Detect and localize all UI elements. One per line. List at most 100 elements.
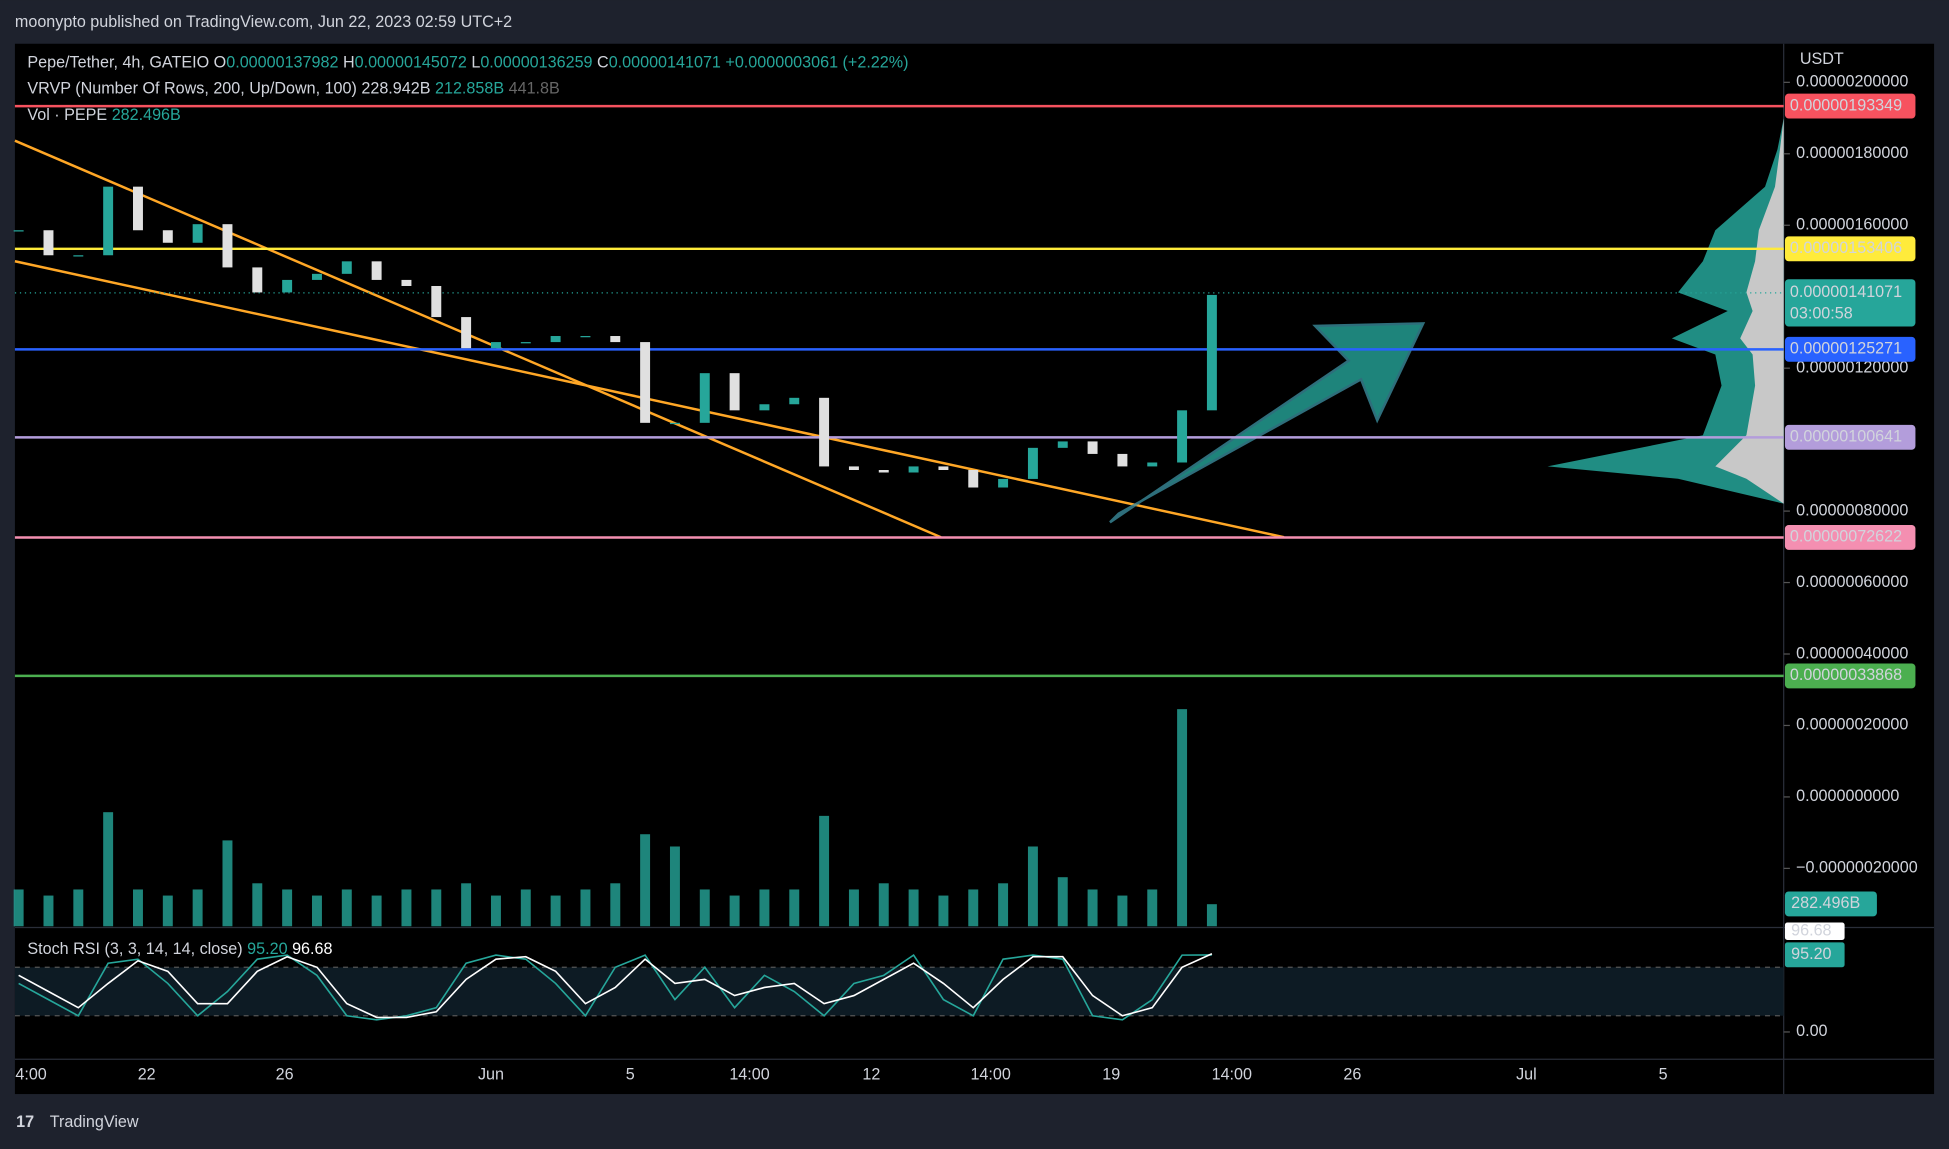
volume-bar [73,889,84,927]
stoch-legend: Stoch RSI (3, 3, 14, 14, close) 95.20 96… [27,940,332,958]
stoch-band [14,967,1784,1016]
volume-bar [1206,904,1217,927]
ohlc-value: 0.00000141071 [609,54,721,72]
legend: Pepe/Tether, 4h, GATEIO O0.00000137982 H… [27,54,908,72]
y-tick-label: 0.00000040000 [1796,644,1908,662]
ohlc-value: 0.00000145072 [355,54,467,72]
volume-bar [938,895,949,927]
volume-bar [490,895,501,927]
candle [13,230,24,232]
volume-bar [13,889,24,927]
level-box [1784,336,1916,362]
volume-bar [878,883,889,927]
volume-bar [819,815,830,927]
y-tick-label: 0.00 [1796,1022,1827,1040]
volume-bar [520,889,531,927]
x-tick-label: 12 [862,1066,880,1084]
ohlc-value: 0.00000136259 [480,54,592,72]
candle [1117,453,1128,467]
volume-bar [1087,889,1098,927]
volume-bar [550,895,561,927]
footer-logo: 17 [16,1113,34,1131]
ohlc-label: L [471,54,480,72]
stoch-line [18,953,1213,1019]
volume-bar [282,889,293,927]
candle [222,224,233,268]
indicator-legend: VRVP (Number Of Rows, 200, Up/Down, 100)… [27,80,559,98]
candle [968,469,979,488]
candle [431,285,442,318]
volume-last-label: 282.496B [1791,894,1860,912]
indicator-name: VRVP (Number Of Rows, 200, Up/Down, 100) [27,80,357,98]
volume-box [1784,891,1877,917]
stoch-title: Stoch RSI (3, 3, 14, 14, close) [27,940,242,958]
candle [789,397,800,405]
candle [162,230,173,243]
x-tick-label: 19 [1102,1066,1120,1084]
ohlc-label: O [214,54,227,72]
candle [1177,410,1188,463]
volume-profile [1547,118,1784,504]
candle [878,469,889,473]
level-label: 0.00000125271 [1790,340,1902,358]
volume-bar [371,895,382,927]
x-tick-label: 14:00 [970,1066,1010,1084]
header-title: moonypto published on TradingView.com, J… [15,13,512,31]
x-tick-label: Jun [478,1066,504,1084]
stoch-d: 96.68 [292,940,332,958]
stoch-d-label: 96.68 [1791,922,1831,940]
volume-profile-down [1715,118,1784,504]
candle [938,466,949,470]
volume-bar [699,889,710,927]
channel-line [14,139,942,539]
indicator-value: 441.8B [509,80,560,98]
candle [908,466,919,473]
candle [699,373,710,423]
volume-bar [341,889,352,927]
candle [490,342,501,349]
y-tick-label: 0.00000020000 [1796,716,1908,734]
candle [282,279,293,293]
level-label: 0.00000153406 [1790,239,1902,257]
volume-bar [222,840,233,927]
volume-bar [729,895,740,927]
candle [848,466,859,470]
last-price-box [1784,279,1916,327]
countdown: 03:00:58 [1790,304,1853,322]
ohlc-value: 0.00000137982 [226,54,338,72]
stoch-d-box [1784,922,1845,940]
x-tick-label: 14:00 [1212,1066,1252,1084]
footer-brand: TradingView [50,1113,139,1131]
level-box [1784,663,1916,689]
volume-bar [789,889,800,927]
volume-legend: Vol · PEPE 282.496B [27,106,180,124]
volume-bar [908,889,919,927]
x-tick-label: 5 [626,1066,635,1084]
x-tick-label: 26 [276,1066,294,1084]
candle [1147,462,1158,467]
y-tick-label: 0.0000000000 [1796,787,1899,805]
volume-bar [461,883,472,927]
volume-bar [610,883,621,927]
x-tick-label: 14:00 [729,1066,769,1084]
candle [192,224,203,243]
level-label: 0.00000193349 [1790,96,1902,114]
candle [1206,294,1217,411]
candle [43,230,54,256]
candle [1087,441,1098,454]
volume-bar [192,889,203,927]
candle [371,261,382,280]
candle [1057,441,1068,448]
stoch-k-box [1784,942,1845,968]
x-tick-label: 22 [138,1066,156,1084]
last-price-label: 0.00000141071 [1790,283,1902,301]
y-tick-label: 0.00000120000 [1796,358,1908,376]
candle [819,397,830,467]
volume-bar [848,889,859,927]
volume-bar [431,889,442,927]
volume-bar [1027,846,1038,927]
level-label: 0.00000100641 [1790,428,1902,446]
volume-name: Vol · PEPE [27,106,107,124]
indicator-value: 212.858B [435,80,504,98]
